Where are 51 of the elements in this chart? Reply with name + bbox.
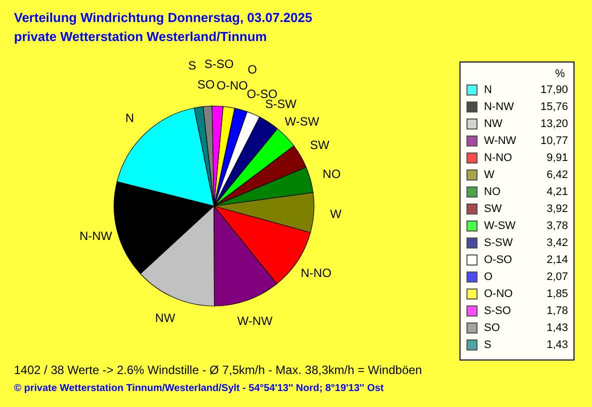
slice-label: O (248, 62, 257, 76)
legend-label: NW (484, 118, 503, 130)
data-label: 3,78 (546, 220, 568, 232)
legend-label: O-NO (484, 288, 514, 300)
data-label: 13,20 (540, 118, 568, 130)
data-label: 1,43 (546, 322, 568, 334)
slice-label: N-NO (300, 266, 332, 280)
legend-label: S-SO (484, 305, 512, 317)
data-label: 15,76 (540, 101, 568, 113)
slice-label: W-SW (284, 114, 320, 129)
legend-title: % (555, 68, 566, 80)
legend-label: W (484, 169, 495, 181)
data-label: 9,91 (546, 152, 568, 164)
legend-label: W-SW (484, 220, 516, 232)
slice-label: N-NW (79, 229, 113, 244)
data-label: 3,92 (546, 203, 568, 215)
slice-label: NO (322, 166, 341, 181)
data-label: 6,42 (546, 169, 568, 181)
legend-label: S-SW (484, 237, 514, 249)
data-label: 1,43 (546, 339, 568, 351)
slice-label: N (125, 110, 134, 125)
slice-label: S (188, 58, 196, 73)
text: © private Wetterstation Tinnum/Westerland/Sylt - 54°54'13'' Nord; 8°19'13'' Ost (14, 383, 384, 394)
slice-label: W (330, 207, 342, 222)
slice-label: NW (155, 310, 176, 325)
legend-label: SW (484, 203, 502, 215)
chart-title: Verteilung Windrichtung Donnerstag, 03.07.2025 (14, 10, 312, 26)
data-label: 2,07 (546, 271, 568, 283)
legend-label: W-NW (484, 135, 517, 147)
data-label: 4,21 (546, 186, 568, 198)
legend-label: NO (484, 186, 501, 198)
legend-label: S (484, 339, 492, 351)
slice-label: SO (197, 77, 215, 92)
slice-label: W-NW (237, 314, 274, 328)
legend-label: N-NO (484, 152, 513, 164)
legend-label: N-NW (484, 101, 515, 113)
legend-label: SO (484, 322, 500, 334)
data-label: 2,14 (546, 254, 568, 266)
data-label: 17,90 (540, 84, 568, 96)
data-label: 1,85 (546, 288, 568, 300)
data-label: 1,78 (546, 305, 568, 317)
slice-label: SW (310, 138, 330, 152)
chart-subtitle: private Wetterstation Westerland/Tinnum (14, 29, 267, 44)
text: 1402 / 38 Werte -> 2.6% Windstille - Ø 7,5km/h - Max. 38,3km/h = Windböen (14, 363, 422, 377)
slice-label: O-NO (216, 78, 248, 92)
slice-label: S-SO (204, 57, 234, 72)
data-label: 3,42 (546, 237, 568, 249)
legend-label: O-SO (484, 254, 513, 266)
data-label: 10,77 (540, 135, 568, 147)
legend-label: O (484, 271, 493, 283)
legend-label: N (484, 84, 492, 96)
